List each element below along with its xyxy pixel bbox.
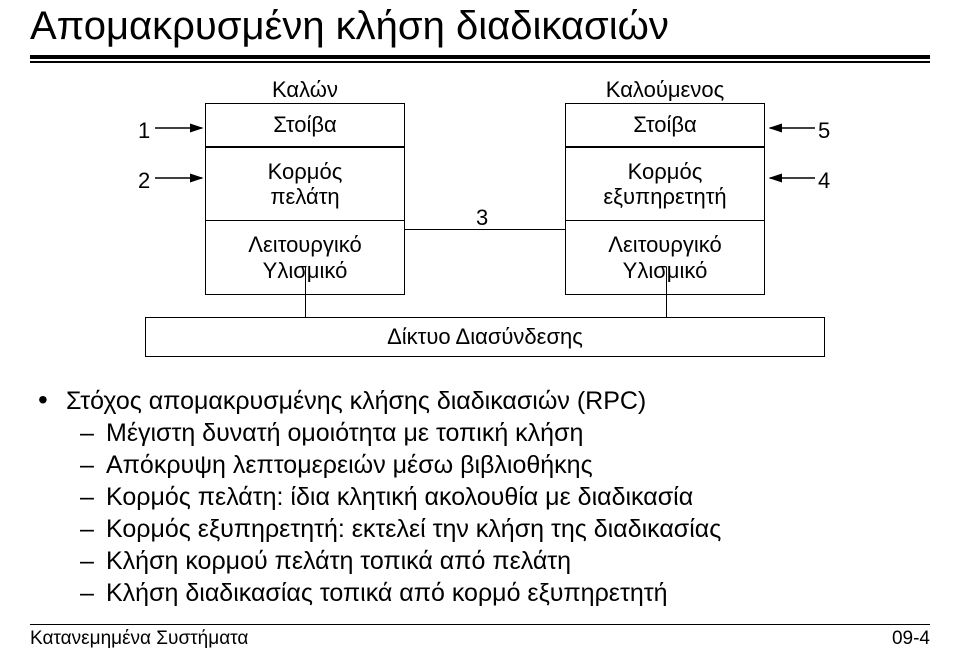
footer-left: Κατανεμημένα Συστήματα <box>30 628 248 650</box>
bullet-main: • Στόχος απομακρυσμένης κλήσης διαδικασι… <box>38 385 930 417</box>
sub-bullet: –Κλήση διαδικασίας τοπικά από κορμό εξυπ… <box>38 577 930 609</box>
server-os-l2: Υλισμικό <box>623 258 708 283</box>
sub-bullet: –Κορμός εξυπηρετητή: εκτελεί την κλήση τ… <box>38 513 930 545</box>
left-drop <box>305 267 306 317</box>
mid-connection <box>405 229 565 230</box>
caller-stack-box: Στοίβα <box>205 103 405 147</box>
sub-bullet-text: Κλήση κορμού πελάτη τοπικά από πελάτη <box>106 545 571 577</box>
client-os-l1: Λειτουργικό <box>248 232 361 257</box>
step-1-label: 1 <box>138 118 150 144</box>
dash-icon: – <box>80 577 106 609</box>
sub-bullet: –Κορμός πελάτη: ίδια κλητική ακολουθία μ… <box>38 481 930 513</box>
sub-bullet-text: Κορμός εξυπηρετητή: εκτελεί την κλήση τη… <box>106 513 721 545</box>
bullet-main-text: Στόχος απομακρυσμένης κλήσης διαδικασιών… <box>66 385 646 417</box>
client-stub-l1: Κορμός <box>268 159 343 184</box>
caller-stack: Καλών Στοίβα Κορμός πελάτη Λειτουργικό Υ… <box>205 77 405 295</box>
server-stub-box: Κορμός εξυπηρετητή <box>565 147 765 221</box>
dash-icon: – <box>80 481 106 513</box>
dash-icon: – <box>80 545 106 577</box>
sub-bullet-text: Κλήση διαδικασίας τοπικά από κορμό εξυπη… <box>106 577 668 609</box>
sub-bullet-text: Μέγιστη δυνατή ομοιότητα με τοπική κλήση <box>106 417 583 449</box>
sub-bullet: –Κλήση κορμού πελάτη τοπικά από πελάτη <box>38 545 930 577</box>
sub-bullet-text: Κορμός πελάτη: ίδια κλητική ακολουθία με… <box>106 481 693 513</box>
footer-right: 09-4 <box>892 628 930 650</box>
server-stub-l1: Κορμός <box>628 159 703 184</box>
callee-stack-box: Στοίβα <box>565 103 765 147</box>
server-stub-l2: εξυπηρετητή <box>603 184 726 209</box>
sub-bullet: –Απόκρυψη λεπτομερειών μέσω βιβλιοθήκης <box>38 449 930 481</box>
caller-label: Καλών <box>205 77 405 103</box>
footer: Κατανεμημένα Συστήματα 09-4 <box>30 624 930 650</box>
client-stub-l2: πελάτη <box>270 184 339 209</box>
dash-icon: – <box>80 449 106 481</box>
client-stub-box: Κορμός πελάτη <box>205 147 405 221</box>
dash-icon: – <box>80 513 106 545</box>
title-rule <box>30 55 930 63</box>
callee-label: Καλούμενος <box>565 77 765 103</box>
step-5-label: 5 <box>818 118 830 144</box>
step-4-label: 4 <box>818 168 830 194</box>
bullet-list: • Στόχος απομακρυσμένης κλήσης διαδικασι… <box>30 385 930 609</box>
page-title: Απομακρυσμένη κλήση διαδικασιών <box>30 4 930 49</box>
sub-bullet-text: Απόκρυψη λεπτομερειών μέσω βιβλιοθήκης <box>106 449 593 481</box>
server-os-l1: Λειτουργικό <box>608 232 721 257</box>
rpc-diagram: Καλών Στοίβα Κορμός πελάτη Λειτουργικό Υ… <box>30 73 930 373</box>
bullet-dot-icon: • <box>38 385 66 417</box>
right-drop <box>666 267 667 317</box>
sub-bullet: –Μέγιστη δυνατή ομοιότητα με τοπική κλήσ… <box>38 417 930 449</box>
dash-icon: – <box>80 417 106 449</box>
network-bus: Δίκτυο Διασύνδεσης <box>145 317 825 357</box>
step-2-label: 2 <box>138 168 150 194</box>
server-os-box: Λειτουργικό Υλισμικό <box>565 221 765 295</box>
step-3-label: 3 <box>476 205 488 231</box>
callee-stack: Καλούμενος Στοίβα Κορμός εξυπηρετητή Λει… <box>565 77 765 295</box>
